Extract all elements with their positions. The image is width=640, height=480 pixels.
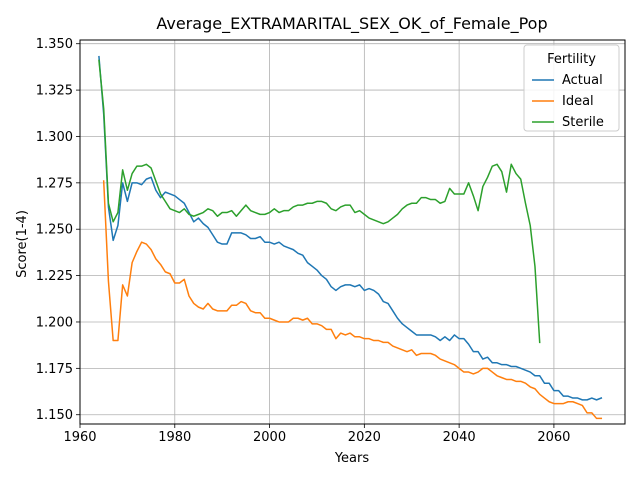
y-tick-label: 1.175 [36,362,73,377]
series-line-ideal [102,180,603,420]
plot-frame [79,39,626,425]
y-tick-label: 1.200 [36,315,73,330]
chart-title: Average_EXTRAMARITAL_SEX_OK_of_Female_Po… [156,14,547,34]
axis-ticks: 1960 1980 2000 2020 2040 2060 1.150 1.175 1.200 1… [36,37,571,445]
y-tick-label: 1.225 [36,269,73,284]
legend-label-ideal: Ideal [562,94,594,109]
series-lines [98,55,603,420]
legend-box [523,44,620,132]
y-tick-label: 1.150 [36,408,73,423]
x-tick-label: 1980 [158,430,191,445]
y-axis-label: Score(1-4) [15,210,30,278]
legend-label-actual: Actual [562,73,603,88]
legend: Fertility Actual Ideal Sterile [523,44,620,132]
x-tick-label: 1960 [63,430,96,445]
x-tick-label: 2020 [348,430,381,445]
y-tick-label: 1.325 [36,84,73,99]
grid [79,40,625,424]
y-tick-label: 1.300 [36,130,73,145]
x-tick-label: 2040 [443,430,476,445]
y-tick-label: 1.275 [36,176,73,191]
series-line-sterile [98,59,541,344]
legend-label-sterile: Sterile [562,115,604,130]
legend-title: Fertility [547,52,596,67]
x-axis-label: Years [334,451,370,466]
x-tick-label: 2000 [253,430,286,445]
x-tick-label: 2060 [537,430,570,445]
y-tick-label: 1.350 [36,37,73,52]
y-tick-label: 1.250 [36,223,73,238]
series-line-actual [98,55,603,401]
